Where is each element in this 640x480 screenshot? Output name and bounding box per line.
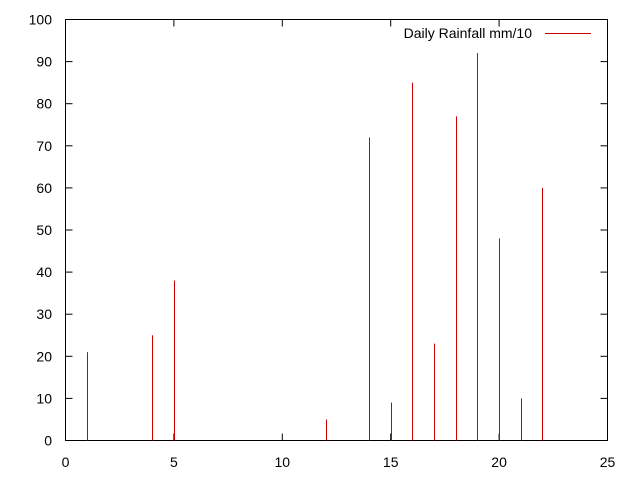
y-axis: 0 10 20 30 40 50 60 70 80 90 100 (29, 12, 608, 449)
y-tick-label: 50 (36, 222, 52, 238)
x-tick-label: 10 (275, 454, 291, 470)
rainfall-series (87, 53, 543, 441)
x-tick-label: 20 (491, 454, 507, 470)
y-tick-label: 20 (36, 348, 52, 364)
y-tick-label: 90 (36, 54, 52, 70)
x-tick-label: 0 (62, 454, 70, 470)
x-tick-label: 5 (170, 454, 178, 470)
y-tick-label: 80 (36, 96, 52, 112)
legend-label: Daily Rainfall mm/10 (404, 25, 533, 41)
x-tick-label: 15 (383, 454, 399, 470)
y-tick-label: 70 (36, 138, 52, 154)
y-tick-label: 40 (36, 264, 52, 280)
y-tick-label: 10 (36, 390, 52, 406)
y-tick-label: 0 (44, 433, 52, 449)
y-tick-label: 30 (36, 306, 52, 322)
legend: Daily Rainfall mm/10 (404, 25, 591, 41)
y-tick-label: 60 (36, 180, 52, 196)
y-tick-label: 100 (29, 12, 53, 28)
x-tick-label: 25 (600, 454, 616, 470)
plot-frame (65, 19, 608, 441)
x-axis: 0 5 10 15 20 25 (62, 19, 616, 470)
